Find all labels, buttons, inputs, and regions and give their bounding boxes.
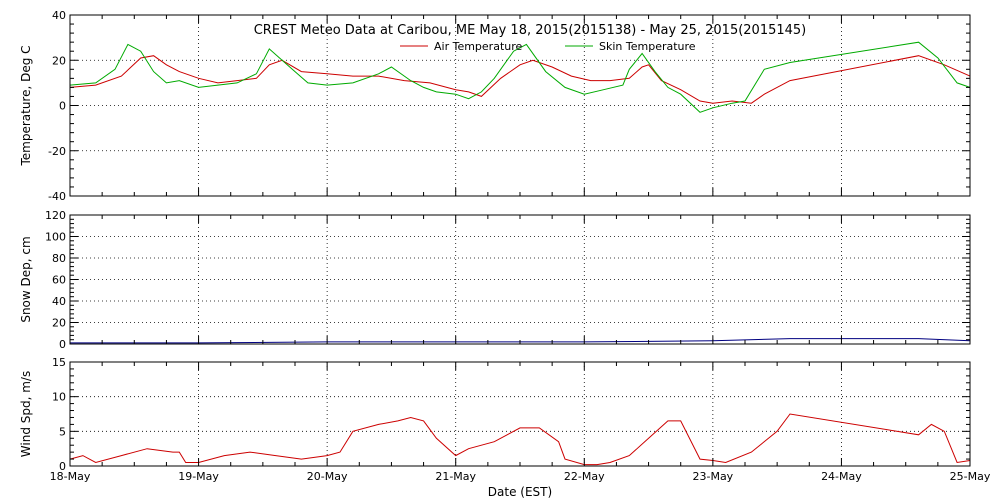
y-axis-label: Temperature, Deg C	[19, 45, 33, 166]
legend-label: Air Temperature	[434, 40, 523, 53]
y-tick-label: 0	[59, 338, 66, 351]
y-tick-label: 10	[52, 391, 66, 404]
y-tick-label: 120	[45, 209, 66, 222]
y-tick-label: 0	[59, 100, 66, 113]
chart-title: CREST Meteo Data at Caribou, ME May 18, …	[254, 23, 807, 38]
panel-temperature: -40 -20 0 20 40 Temperature, Deg C Air Tempera…	[19, 9, 971, 203]
y-tick-label: 15	[52, 356, 66, 369]
x-tick-label: 20-May	[307, 470, 348, 483]
x-tick-label: 23-May	[692, 470, 733, 483]
x-tick-label: 18-May	[50, 470, 91, 483]
y-tick-label: 100	[45, 231, 66, 244]
x-tick-label: 19-May	[178, 470, 219, 483]
y-tick-label: 40	[52, 295, 66, 308]
y-axis-label: Snow Dep, cm	[19, 236, 33, 322]
y-axis-label: Wind Spd, m/s	[19, 371, 33, 457]
y-tick-label: -40	[48, 190, 66, 203]
series-line-air-temperature	[69, 55, 971, 104]
x-tick-label: 22-May	[564, 470, 605, 483]
series-line-wind	[69, 413, 971, 466]
x-tick-label: 24-May	[821, 470, 862, 483]
y-tick-label: 20	[52, 317, 66, 330]
x-tick-label: 21-May	[435, 470, 476, 483]
y-tick-label: -20	[48, 145, 66, 158]
x-tick-label: 25-May	[950, 470, 991, 483]
y-tick-label: 5	[59, 425, 66, 438]
legend-label: Skin Temperature	[599, 40, 696, 53]
y-tick-label: 80	[52, 252, 66, 265]
panel-snow: 0 20 40 60 80 100 120 Snow Dep, cm	[19, 209, 971, 351]
panel-wind: 0 5 10 15 18-May 19-May 20-May 21-May 22-May 23-M…	[19, 356, 991, 483]
x-axis-label: Date (EST)	[488, 485, 552, 499]
y-tick-label: 60	[52, 274, 66, 287]
y-tick-label: 40	[52, 9, 66, 22]
y-tick-label: 0	[59, 460, 66, 473]
y-tick-label: 20	[52, 54, 66, 67]
series-line-skin-temperature	[69, 41, 971, 113]
